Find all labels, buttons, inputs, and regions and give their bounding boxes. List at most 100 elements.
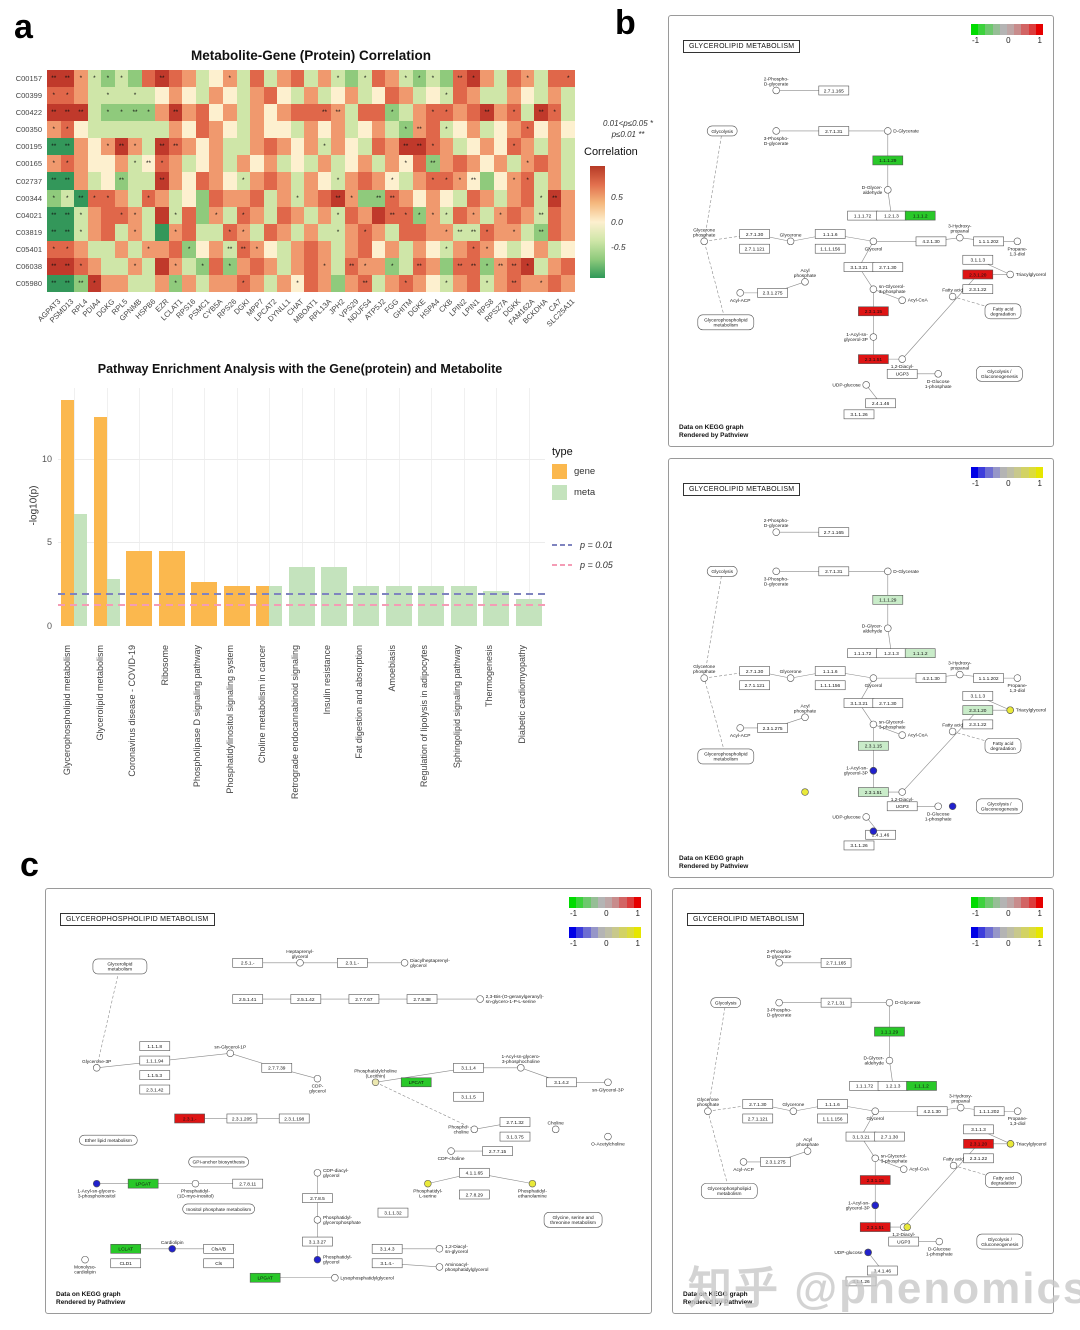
heatmap-cell: ** xyxy=(466,172,481,190)
heatmap-cell: * xyxy=(439,87,454,105)
kegg-compound-circle xyxy=(801,713,809,721)
kegg-compound-label: Phosphatidylcholine (Lecithin) xyxy=(354,1068,397,1079)
heatmap-row-label: C04021 xyxy=(15,210,42,220)
kegg-enzyme-box xyxy=(858,306,889,317)
kegg-enzyme-box xyxy=(377,1207,409,1218)
heatmap-cell: * xyxy=(101,189,115,207)
heatmap-cell xyxy=(371,104,386,122)
kegg-enzyme-box xyxy=(818,527,850,537)
heatmap-cell: ** xyxy=(453,70,467,88)
kegg-enzyme-label: 2.7.7.39 xyxy=(268,1066,286,1072)
kegg-enzyme-label: 1.1.1.6 xyxy=(823,669,838,675)
heatmap-cell: * xyxy=(128,87,142,105)
gridline xyxy=(269,388,271,626)
heatmap-cell xyxy=(114,240,129,258)
kegg-enzyme-box xyxy=(817,1113,848,1124)
heatmap-cell xyxy=(290,87,305,105)
kegg-enzyme-box xyxy=(915,236,947,247)
kegg-enzyme-label: 2.3.1.22 xyxy=(969,722,987,728)
heatmap-cell: ** xyxy=(60,257,75,275)
heatmap-cell: ** xyxy=(466,223,481,241)
heatmap-cell xyxy=(371,172,386,190)
heatmap-cell xyxy=(209,121,223,139)
heatmap-cell: * xyxy=(493,206,508,224)
heatmap-cell xyxy=(101,240,115,258)
kegg-enzyme-label: 4.2.1.30 xyxy=(922,676,940,682)
heatmap-cell: * xyxy=(74,257,88,275)
heatmap-cell xyxy=(385,138,399,156)
kegg-enzyme-box xyxy=(546,1077,577,1088)
heatmap-cell xyxy=(480,155,494,173)
heatmap-cell xyxy=(426,189,440,207)
kegg-enzyme-box xyxy=(973,236,1004,247)
heatmap-cell xyxy=(547,206,562,224)
heatmap-cell xyxy=(290,206,305,224)
refline-legend-item: p = 0.01 xyxy=(552,540,672,550)
heatmap-cell xyxy=(561,104,575,122)
heatmap-cell: * xyxy=(480,257,494,275)
kegg-enzyme-label: 1.1.1.72 xyxy=(854,213,872,219)
heatmap-cell: * xyxy=(331,206,345,224)
heatmap-cell xyxy=(195,155,210,173)
kegg-enzyme-box xyxy=(962,691,994,701)
heatmap-cell xyxy=(520,87,535,105)
heatmap-cell: ** xyxy=(47,172,61,190)
heatmap-cell xyxy=(480,206,494,224)
kegg-compound-label: D-Glycer-aldehyde xyxy=(862,185,883,196)
kegg-legend-ticks: -1 0 1 xyxy=(972,909,1042,918)
heatmap-cell: * xyxy=(60,189,75,207)
heatmap-grid: ** ** * * * * ** * * * * * * ** * * * * * * * * ** ** ** * * ** * ** *… xyxy=(47,70,575,292)
heatmap-cell: * xyxy=(60,121,75,139)
heatmap-cell: * xyxy=(128,138,142,156)
kegg-compound-label: D-Glycer-aldehyde xyxy=(862,623,883,634)
heatmap-cell xyxy=(277,155,291,173)
heatmap-cell xyxy=(344,206,359,224)
heatmap-cell xyxy=(209,70,223,88)
barchart-category-label: Retrograde endocannabinoid signaling xyxy=(289,645,300,800)
heatmap-cell xyxy=(101,257,115,275)
heatmap-cell xyxy=(412,274,427,292)
heatmap-cell xyxy=(412,104,427,122)
kegg-legend-gradient xyxy=(971,24,1044,35)
heatmap-cell: ** xyxy=(47,274,61,292)
kegg-compound-label: Triacylglycerol xyxy=(1016,1141,1046,1147)
heatmap-cell: * xyxy=(236,274,251,292)
kegg-compound-label: Diacylheptaprenyl-glycerol xyxy=(410,958,450,969)
kegg-enzyme-box xyxy=(371,1243,403,1254)
heatmap-cell xyxy=(250,104,264,122)
kegg-enzyme-box xyxy=(962,719,994,730)
heatmap-cell xyxy=(480,121,494,139)
kegg-enzyme-label: 2.3.1.15 xyxy=(865,744,883,750)
kegg-enzyme-box xyxy=(290,994,322,1004)
kegg-compound-circle xyxy=(948,727,957,736)
kegg-pathway-label: Fatty acid degradation xyxy=(991,1175,1017,1186)
kegg-compound-circle xyxy=(700,237,708,246)
kegg-compound-circle xyxy=(801,278,809,286)
kegg-enzyme-label: 2.7.1.30 xyxy=(746,232,764,238)
heatmap-cell xyxy=(439,138,454,156)
kegg-compound-circle xyxy=(898,296,906,304)
heatmap-cell xyxy=(412,189,427,207)
kegg-enzyme-label: 2.7.7.15 xyxy=(489,1149,507,1155)
heatmap-cell: ** xyxy=(317,104,332,122)
kegg-enzyme-box xyxy=(874,1026,905,1037)
heatmap-cell: * xyxy=(250,240,264,258)
heatmap-cell xyxy=(87,121,102,139)
heatmap-cell xyxy=(385,87,399,105)
heatmap-cell: * xyxy=(155,155,169,173)
kegg-compound-circle xyxy=(1013,237,1022,246)
kegg-enzyme-label: 2.7.1.31 xyxy=(827,1000,845,1006)
heatmap-cell: ** xyxy=(60,70,75,88)
kegg-compound-label: Acyl-CoA xyxy=(909,1167,930,1173)
kegg-compound-label: 1,2-Diacyl-sn-glycerol xyxy=(445,1244,468,1255)
heatmap-cell xyxy=(520,206,535,224)
heatmap-cell xyxy=(304,104,318,122)
kegg-enzyme-box xyxy=(742,1099,774,1109)
heatmap-cell xyxy=(520,223,535,241)
heatmap-row-label: C00165 xyxy=(15,159,42,169)
heatmap-cell xyxy=(195,189,210,207)
kegg-enzyme-box xyxy=(886,801,918,812)
heatmap-cell xyxy=(290,172,305,190)
heatmap-cell xyxy=(507,189,521,207)
bar-gene xyxy=(61,400,75,626)
